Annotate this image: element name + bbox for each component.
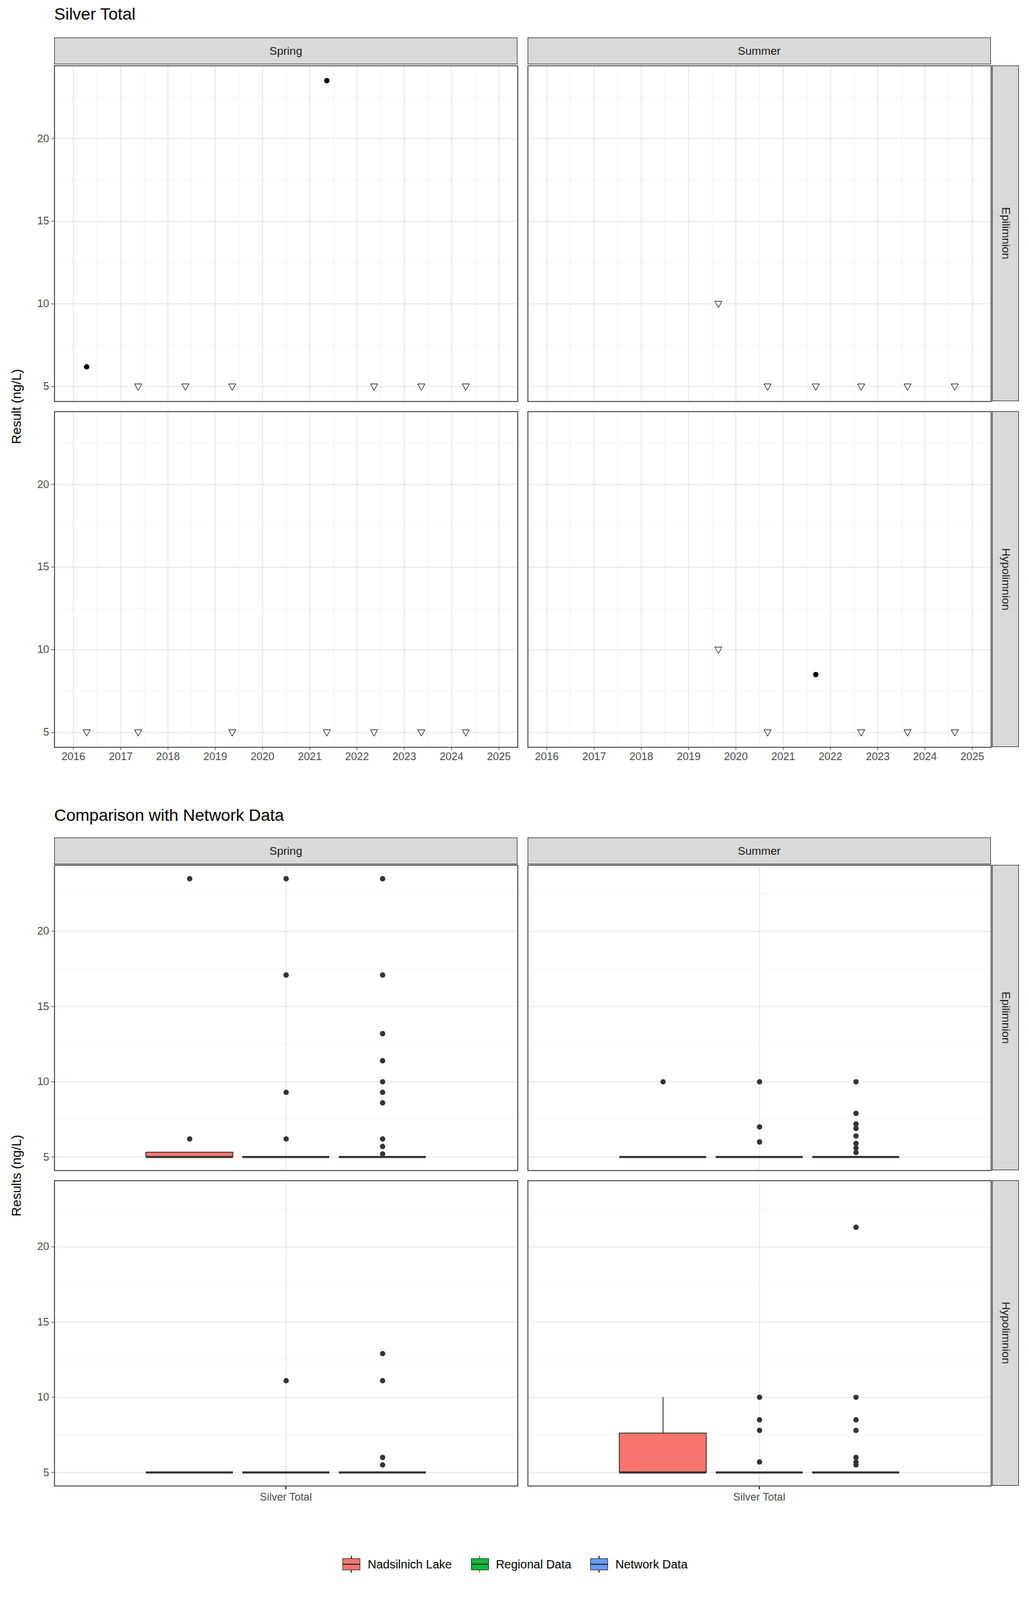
svg-text:2017: 2017	[108, 750, 133, 763]
html-text:Epilimnion: Epilimnion	[999, 207, 1013, 260]
svg-text:15: 15	[36, 214, 49, 227]
html-text:Result (ng/L): Result (ng/L)	[8, 368, 24, 444]
svg-text:2016: 2016	[534, 750, 559, 763]
svg-text:2021: 2021	[297, 750, 322, 763]
svg-text:10: 10	[36, 1391, 49, 1404]
html-text:Silver Total: Silver Total	[733, 1491, 786, 1504]
svg-text:5: 5	[42, 1467, 49, 1480]
svg-text:2019: 2019	[203, 750, 227, 763]
html-text:Silver Total: Silver Total	[54, 4, 136, 24]
html-text:Epilimnion: Epilimnion	[999, 991, 1013, 1045]
svg-text:2025: 2025	[487, 750, 511, 763]
html-text:Network Data: Network Data	[615, 1558, 688, 1572]
svg-text:2024: 2024	[912, 750, 937, 763]
svg-text:15: 15	[36, 1316, 49, 1329]
svg-text:2018: 2018	[156, 750, 180, 763]
svg-text:10: 10	[36, 1076, 49, 1088]
svg-text:2025: 2025	[960, 750, 985, 763]
svg-text:15: 15	[36, 560, 49, 573]
html-text:Comparison with Network Data: Comparison with Network Data	[54, 806, 284, 825]
html-text:Summer: Summer	[737, 44, 781, 57]
html-text:Results (ng/L): Results (ng/L)	[8, 1134, 24, 1217]
svg-text:2023: 2023	[865, 750, 890, 763]
html-text:Hypolimnion: Hypolimnion	[999, 1302, 1013, 1365]
svg-text:5: 5	[42, 1151, 49, 1164]
svg-text:2017: 2017	[582, 750, 607, 763]
html-text:Silver Total: Silver Total	[259, 1491, 312, 1504]
html-text:Nadsilnich Lake: Nadsilnich Lake	[367, 1558, 452, 1572]
html-text:Spring: Spring	[269, 844, 303, 858]
html-text:Hypolimnion: Hypolimnion	[999, 548, 1013, 611]
svg-text:10: 10	[36, 643, 49, 656]
svg-text:20: 20	[36, 132, 49, 145]
html-text:Spring: Spring	[269, 44, 303, 57]
svg-text:2020: 2020	[250, 750, 275, 763]
svg-text:2021: 2021	[771, 750, 795, 763]
html-text:Summer: Summer	[737, 844, 781, 858]
svg-text:20: 20	[36, 1240, 49, 1253]
svg-text:5: 5	[42, 726, 49, 739]
svg-text:2019: 2019	[676, 750, 701, 763]
svg-text:2022: 2022	[345, 750, 370, 763]
svg-text:2020: 2020	[724, 750, 748, 763]
svg-text:20: 20	[36, 925, 49, 938]
svg-text:2024: 2024	[439, 750, 464, 763]
html-text:Regional Data: Regional Data	[495, 1558, 572, 1572]
svg-text:2023: 2023	[392, 750, 417, 763]
svg-text:2016: 2016	[61, 750, 86, 763]
svg-text:2018: 2018	[629, 750, 654, 763]
svg-text:20: 20	[36, 478, 49, 491]
svg-text:10: 10	[36, 297, 49, 310]
svg-text:2022: 2022	[818, 750, 843, 763]
svg-text:15: 15	[36, 1001, 49, 1013]
svg-text:5: 5	[42, 380, 49, 393]
